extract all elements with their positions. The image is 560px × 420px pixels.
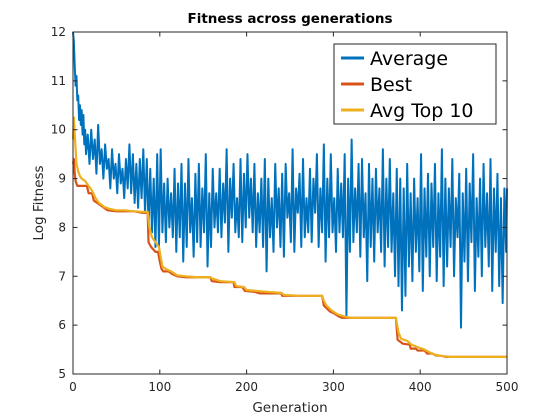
legend-label-avg-top-10: Avg Top 10	[370, 100, 474, 122]
ticks-layer: 0 100 200 300 400 500 5 6 7 8 9 10 11 12	[51, 25, 519, 394]
y-tick-label: 9	[58, 172, 66, 186]
series-layer	[71, 31, 508, 358]
x-tick-label: 100	[148, 380, 171, 394]
y-tick-label: 12	[51, 25, 66, 39]
series-line-average	[72, 31, 508, 329]
legend-label-average: Average	[370, 48, 448, 70]
y-tick-label: 10	[51, 123, 66, 137]
y-axis-label: Log Fitness	[31, 165, 47, 240]
series-line-best	[71, 157, 507, 358]
y-tick-label: 6	[58, 318, 66, 332]
legend: Average Best Avg Top 10	[333, 43, 497, 125]
x-tick-label: 400	[409, 380, 432, 394]
series-line-avg-top-10	[71, 116, 507, 358]
chart-title: Fitness across generations	[187, 11, 392, 27]
x-tick-label: 500	[496, 380, 519, 394]
y-tick-label: 5	[58, 367, 66, 381]
x-tick-label: 200	[235, 380, 258, 394]
x-axis-label: Generation	[252, 400, 327, 416]
y-tick-label: 8	[58, 220, 66, 234]
x-tick-label: 300	[322, 380, 345, 394]
y-tick-label: 7	[58, 269, 66, 283]
axes-box	[72, 31, 508, 375]
legend-label-best: Best	[370, 74, 412, 96]
x-tick-label: 0	[69, 380, 77, 394]
y-tick-label: 11	[51, 74, 66, 88]
